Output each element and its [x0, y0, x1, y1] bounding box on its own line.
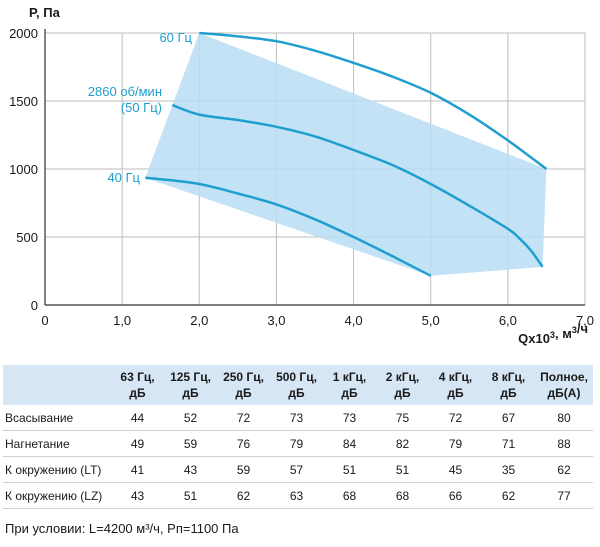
x-tick-label: 0 [41, 313, 48, 328]
table-cell: 51 [323, 456, 376, 483]
series-label: 40 Гц [107, 170, 140, 185]
table-cell: 72 [429, 405, 482, 431]
table-cell: 73 [270, 405, 323, 431]
table-cell: 76 [217, 430, 270, 457]
table-cell: 80 [535, 405, 593, 431]
series-label: 60 Гц [159, 30, 192, 45]
table-header-cell: 4 кГц, дБ [429, 365, 482, 405]
noise-level-table: 63 Гц, дБ 125 Гц, дБ 250 Гц, дБ 500 Гц, дБ 1 кГц… [3, 365, 593, 509]
table-cell: К окружению (LZ) [3, 482, 111, 509]
footnote: При условии: L=4200 м³/ч, Рп=1100 Па [5, 521, 239, 536]
y-tick-label: 1000 [9, 162, 38, 177]
table-row: Нагнетание 49 59 76 79 84 82 79 71 88 [3, 430, 593, 457]
table-cell: 45 [429, 456, 482, 483]
table-header-cell: 125 Гц, дБ [164, 365, 217, 405]
table-cell: 75 [376, 405, 429, 431]
table-header-cell: Полное, дБ(А) [535, 365, 593, 405]
table-header-cell: 250 Гц, дБ [217, 365, 270, 405]
x-tick-label: 4,0 [345, 313, 363, 328]
table-cell: 73 [323, 405, 376, 431]
table-cell: 68 [376, 482, 429, 509]
table-cell: 84 [323, 430, 376, 457]
series-label: 2860 об/мин (50 Гц) [88, 84, 162, 115]
x-tick-label: 6,0 [499, 313, 517, 328]
table-cell: 66 [429, 482, 482, 509]
y-tick-label: 1500 [9, 94, 38, 109]
table-cell: 35 [482, 456, 535, 483]
table-cell: 77 [535, 482, 593, 509]
table-cell: 51 [164, 482, 217, 509]
series-lines [145, 31, 548, 277]
series-labels: 60 Гц 2860 об/мин (50 Гц) 40 Гц [88, 30, 193, 185]
table-cell: 59 [217, 456, 270, 483]
table-cell: Нагнетание [3, 430, 111, 457]
tick-labels: 0 1,0 2,0 3,0 4,0 5,0 6,0 7,0 0 500 1000 1500 2000 [9, 26, 594, 328]
table-cell: 72 [217, 405, 270, 431]
series-line [199, 31, 548, 170]
table-cell: Всасывание [3, 405, 111, 431]
x-tick-label: 1,0 [113, 313, 131, 328]
operating-range-area [145, 33, 547, 276]
table-cell: 57 [270, 456, 323, 483]
x-tick-label: 2,0 [190, 313, 208, 328]
y-tick-label: 0 [31, 298, 38, 313]
y-axis-title: P, Па [29, 5, 61, 20]
table-cell: 44 [111, 405, 164, 431]
table-cell: 63 [270, 482, 323, 509]
table-cell: 62 [535, 456, 593, 483]
table-header-cell [3, 365, 111, 405]
table-cell: К окружению (LT) [3, 456, 111, 483]
fan-performance-chart: 0 1,0 2,0 3,0 4,0 5,0 6,0 7,0 0 500 1000 1500 2000 P… [9, 5, 594, 346]
table-cell: 52 [164, 405, 217, 431]
table-row: К окружению (LT) 41 43 59 57 51 51 45 35 62 [3, 456, 593, 483]
table-cell: 88 [535, 430, 593, 457]
table-header-cell: 500 Гц, дБ [270, 365, 323, 405]
table-row: К окружению (LZ) 43 51 62 63 68 68 66 62 77 [3, 482, 593, 509]
table-cell: 62 [482, 482, 535, 509]
table-cell: 62 [217, 482, 270, 509]
table-cell: 79 [429, 430, 482, 457]
table-cell: 71 [482, 430, 535, 457]
y-tick-label: 2000 [9, 26, 38, 41]
table-cell: 49 [111, 430, 164, 457]
table-header-cell: 1 кГц, дБ [323, 365, 376, 405]
table-header-cell: 2 кГц, дБ [376, 365, 429, 405]
table-cell: 79 [270, 430, 323, 457]
table-header-cell: 8 кГц, дБ [482, 365, 535, 405]
table-body: Всасывание 44 52 72 73 73 75 72 67 80 Нагнетание 49… [3, 405, 593, 509]
table-cell: 82 [376, 430, 429, 457]
series-line [171, 103, 544, 268]
x-axis-title: Qx103, м3/ч [518, 321, 588, 346]
y-tick-label: 500 [16, 230, 38, 245]
x-tick-label: 3,0 [267, 313, 285, 328]
axes [44, 29, 585, 306]
x-tick-label: 5,0 [422, 313, 440, 328]
table-cell: 41 [111, 456, 164, 483]
table-cell: 59 [164, 430, 217, 457]
table-cell: 67 [482, 405, 535, 431]
series-line [145, 176, 432, 277]
table-row: Всасывание 44 52 72 73 73 75 72 67 80 [3, 405, 593, 431]
table-header-row: 63 Гц, дБ 125 Гц, дБ 250 Гц, дБ 500 Гц, дБ 1 кГц… [3, 365, 593, 405]
x-tick-label: 7,0 [576, 313, 594, 328]
table-cell: 43 [111, 482, 164, 509]
table-header-cell: 63 Гц, дБ [111, 365, 164, 405]
table-cell: 43 [164, 456, 217, 483]
table-cell: 68 [323, 482, 376, 509]
table-cell: 51 [376, 456, 429, 483]
